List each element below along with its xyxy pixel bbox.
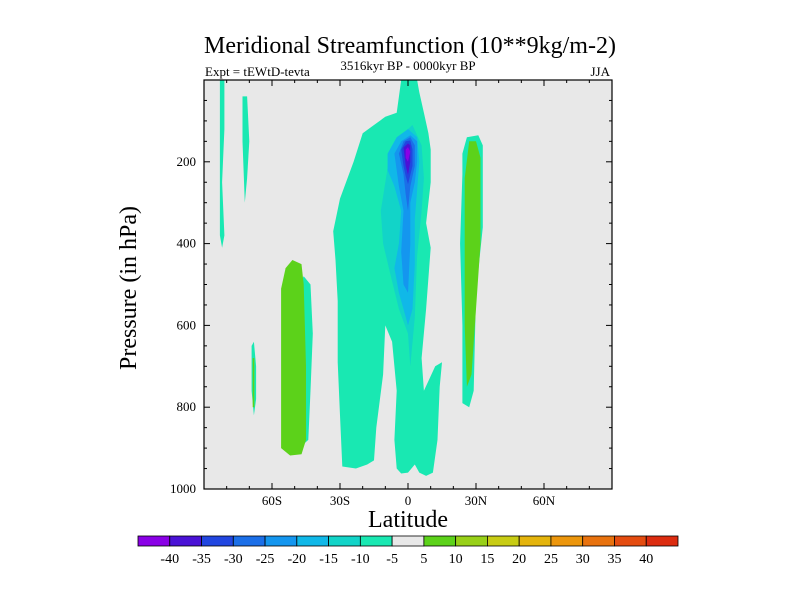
x-tick-label: 0 (405, 493, 412, 508)
colorbar-label: -15 (319, 552, 338, 567)
colorbar-swatch (645, 535, 679, 547)
colorbar-label: 15 (480, 552, 494, 567)
colorbar-swatch (169, 535, 202, 547)
colorbar-label: 25 (544, 552, 558, 567)
colorbar-label: -5 (386, 552, 398, 567)
y-tick-label: 200 (177, 154, 197, 169)
colorbar-swatch (423, 535, 457, 547)
x-axis-label: Latitude (368, 507, 448, 533)
colorbar-label: -30 (224, 552, 243, 567)
contour-region-sh-positive-cell (281, 260, 306, 456)
x-tick-label: 30S (330, 493, 350, 508)
x-axis: 60S 30S 0 30N 60N (226, 80, 590, 508)
colorbar-label: -20 (287, 552, 306, 567)
colorbar-swatch (614, 535, 647, 547)
y-tick-label: 1000 (170, 481, 196, 496)
y-axis-label: Pressure (in hPa) (116, 206, 142, 370)
colorbar-swatch (264, 535, 298, 547)
colorbar-swatch (328, 535, 361, 547)
y-axis: 200 400 600 800 1000 (170, 99, 612, 496)
experiment-label: Expt = tEWtD-tevta (205, 64, 310, 79)
colorbar-swatch (550, 535, 584, 547)
colorbar-label: -10 (351, 552, 370, 567)
colorbar-swatch (359, 535, 393, 547)
colorbar-swatch (487, 535, 520, 547)
colorbar-swatch (201, 535, 234, 547)
contour-region-band-lon-68-pos5 (252, 358, 255, 408)
chart-title: Meridional Streamfunction (10**9kg/m-2) (204, 33, 616, 59)
colorbar-label: 40 (639, 552, 653, 567)
colorbar-swatch (232, 535, 266, 547)
y-tick-label: 600 (177, 317, 197, 332)
contour-region-band-lon-80-neg5 (219, 80, 225, 248)
colorbar-label: 30 (576, 552, 590, 567)
colorbar-swatch (582, 535, 615, 547)
contour-regions (219, 80, 483, 476)
colorbar-swatch (296, 535, 329, 547)
contour-region-band-lon-72-neg5 (242, 96, 250, 203)
x-tick-label: 60S (262, 493, 282, 508)
colorbar-swatch (137, 535, 171, 547)
colorbar-label: -40 (160, 552, 179, 567)
x-tick-label: 60N (533, 493, 556, 508)
colorbar: -40 -35 -30 -25 -20 -15 -10 -5 5 10 15 20 25 30 35 40 (137, 535, 679, 567)
colorbar-label: -25 (256, 552, 275, 567)
colorbar-label: 35 (607, 552, 621, 567)
colorbar-swatch (518, 535, 552, 547)
colorbar-label: 10 (449, 552, 463, 567)
colorbar-label: -35 (192, 552, 211, 567)
contour-region-tropic-neg40 (405, 147, 411, 162)
y-tick-label: 800 (177, 399, 197, 414)
colorbar-swatch (455, 535, 488, 547)
x-tick-label: 30N (465, 493, 488, 508)
contour-region-nh-positive-cell (464, 141, 481, 387)
season-label: JJA (590, 64, 610, 79)
colorbar-label: 5 (420, 552, 427, 567)
colorbar-label: 20 (512, 552, 526, 567)
colorbar-swatch (391, 535, 425, 547)
time-range-label: 3516kyr BP - 0000kyr BP (340, 58, 475, 73)
plot-area: 60S 30S 0 30N 60N 200 400 600 800 1000 (170, 79, 613, 508)
y-tick-label: 400 (177, 236, 197, 251)
